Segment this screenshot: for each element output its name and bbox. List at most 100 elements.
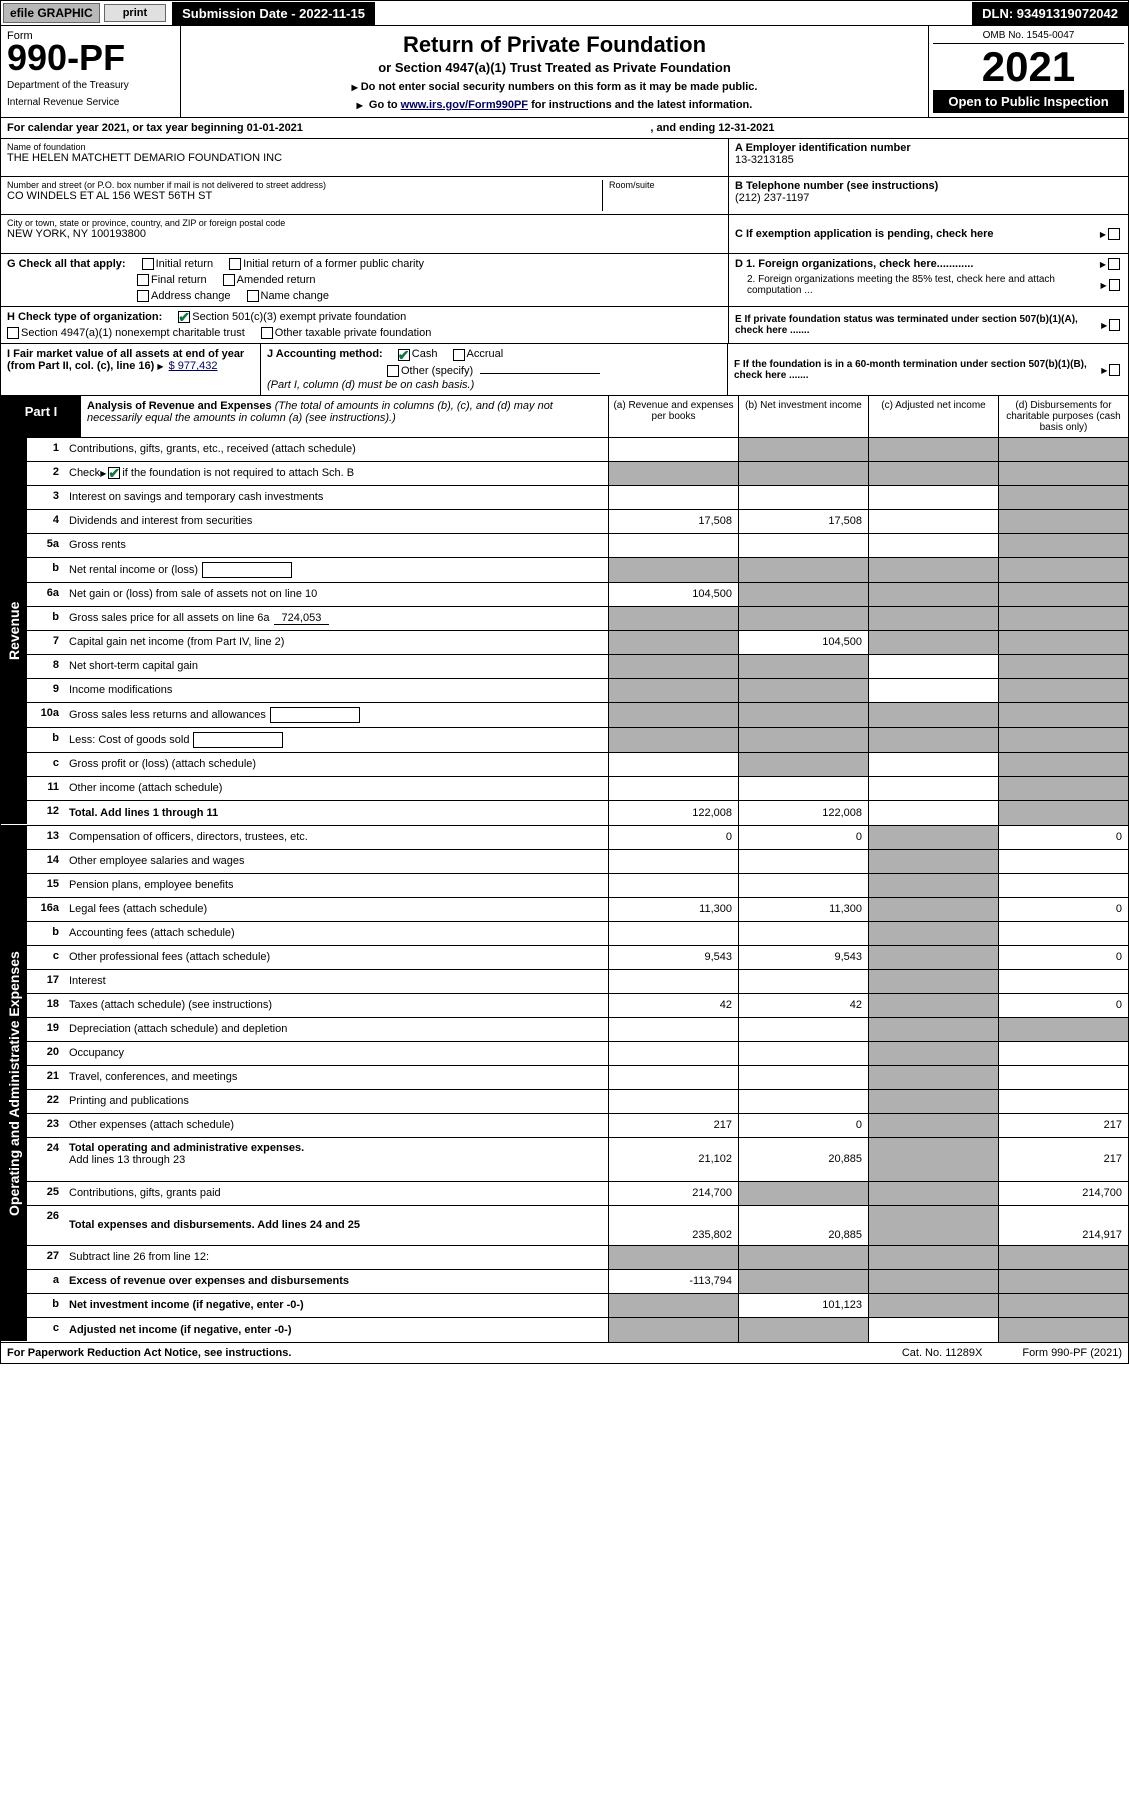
cell-a — [608, 922, 738, 945]
cell-a — [608, 874, 738, 897]
cell-b — [738, 1270, 868, 1293]
cell-b — [738, 777, 868, 800]
cell-d — [998, 1090, 1128, 1113]
cell-b: 20,885 — [738, 1138, 868, 1181]
cell-d — [998, 462, 1128, 485]
r5b-box — [202, 562, 292, 578]
row-num: 27 — [27, 1246, 63, 1269]
row-26: 26 Total expenses and disbursements. Add… — [27, 1206, 1128, 1246]
cell-b — [738, 1042, 868, 1065]
cell-c — [868, 583, 998, 606]
row-5b: b Net rental income or (loss) — [27, 558, 1128, 583]
cell-c — [868, 898, 998, 921]
row-num: b — [27, 607, 63, 630]
i-j-f-row: I Fair market value of all assets at end… — [0, 344, 1129, 395]
d2-label: 2. Foreign organizations meeting the 85%… — [735, 274, 1100, 296]
cell-b — [738, 655, 868, 678]
fmv-value[interactable]: $ 977,432 — [169, 360, 218, 372]
h-4947-checkbox[interactable] — [7, 327, 19, 339]
row-desc: Capital gain net income (from Part IV, l… — [63, 631, 608, 654]
h-other-checkbox[interactable] — [261, 327, 273, 339]
cell-a — [608, 753, 738, 776]
cell-b: 0 — [738, 826, 868, 849]
cell-d — [998, 970, 1128, 993]
cell-d — [998, 534, 1128, 557]
j-other-checkbox[interactable] — [387, 365, 399, 377]
cell-d — [998, 583, 1128, 606]
form-header: Form 990-PF Department of the Treasury I… — [0, 26, 1129, 118]
print-button[interactable]: print — [104, 4, 166, 22]
r6b-box: 724,053 — [274, 612, 330, 625]
g-final: Final return — [151, 274, 207, 286]
cell-b — [738, 753, 868, 776]
cell-b — [738, 679, 868, 702]
i-section: I Fair market value of all assets at end… — [1, 344, 261, 394]
row-num: 18 — [27, 994, 63, 1017]
d2-checkbox[interactable] — [1109, 279, 1120, 291]
row-18: 18 Taxes (attach schedule) (see instruct… — [27, 994, 1128, 1018]
f-checkbox[interactable] — [1109, 364, 1120, 376]
cell-c — [868, 462, 998, 485]
g-initial-former-checkbox[interactable] — [229, 258, 241, 270]
footer-right: Form 990-PF (2021) — [1022, 1347, 1122, 1359]
d1-checkbox[interactable] — [1108, 258, 1120, 270]
phone-value: (212) 237-1197 — [735, 192, 1122, 204]
cell-d — [998, 1294, 1128, 1317]
g-section: G Check all that apply: Initial return I… — [1, 254, 728, 306]
g-amended-checkbox[interactable] — [223, 274, 235, 286]
r10b-desc: Less: Cost of goods sold — [69, 734, 189, 746]
r24-line2: Add lines 13 through 23 — [69, 1154, 602, 1166]
cell-c — [868, 1018, 998, 1041]
h-501c3: Section 501(c)(3) exempt private foundat… — [192, 311, 406, 323]
f-section: F If the foundation is in a 60-month ter… — [728, 344, 1128, 394]
r5b-desc: Net rental income or (loss) — [69, 564, 198, 576]
cell-c — [868, 1042, 998, 1065]
tax-year: 2021 — [933, 46, 1124, 88]
col-c-header: (c) Adjusted net income — [868, 396, 998, 437]
row-num: 26 — [27, 1206, 63, 1245]
cell-d — [998, 703, 1128, 727]
cell-d: 0 — [998, 946, 1128, 969]
cell-d — [998, 655, 1128, 678]
g-name-checkbox[interactable] — [247, 290, 259, 302]
cell-b: 11,300 — [738, 898, 868, 921]
cell-d — [998, 1018, 1128, 1041]
r10b-box — [193, 732, 283, 748]
row-num: 24 — [27, 1138, 63, 1181]
d1-label: D 1. Foreign organizations, check here..… — [735, 258, 973, 270]
row-desc: Total expenses and disbursements. Add li… — [63, 1206, 608, 1245]
j-accrual-checkbox[interactable] — [453, 349, 465, 361]
r2-checkbox[interactable] — [108, 467, 120, 479]
row-num: 13 — [27, 826, 63, 849]
cell-a: 17,508 — [608, 510, 738, 533]
h-501c3-checkbox[interactable] — [178, 311, 190, 323]
exemption-row: C If exemption application is pending, c… — [729, 215, 1128, 253]
g-initial-checkbox[interactable] — [142, 258, 154, 270]
row-desc: Check if the foundation is not required … — [63, 462, 608, 485]
row-27a: a Excess of revenue over expenses and di… — [27, 1270, 1128, 1294]
entity-city-row: City or town, state or province, country… — [1, 215, 728, 253]
j-cash-checkbox[interactable] — [398, 349, 410, 361]
cell-d: 214,917 — [998, 1206, 1128, 1245]
cell-a — [608, 679, 738, 702]
row-num: 17 — [27, 970, 63, 993]
row-16a: 16a Legal fees (attach schedule) 11,300 … — [27, 898, 1128, 922]
irs-link[interactable]: www.irs.gov/Form990PF — [401, 99, 528, 111]
row-num: 16a — [27, 898, 63, 921]
g-address-checkbox[interactable] — [137, 290, 149, 302]
row-num: 8 — [27, 655, 63, 678]
e-checkbox[interactable] — [1109, 319, 1120, 331]
efile-button[interactable]: efile GRAPHIC — [3, 3, 100, 23]
row-desc: Income modifications — [63, 679, 608, 702]
g-final-checkbox[interactable] — [137, 274, 149, 286]
cell-a: 214,700 — [608, 1182, 738, 1205]
cell-b: 101,123 — [738, 1294, 868, 1317]
form-title: Return of Private Foundation — [187, 32, 922, 58]
row-desc: Accounting fees (attach schedule) — [63, 922, 608, 945]
cell-a — [608, 486, 738, 509]
exemption-checkbox[interactable] — [1108, 228, 1120, 240]
revenue-section: Revenue 1 Contributions, gifts, grants, … — [0, 438, 1129, 826]
row-desc: Taxes (attach schedule) (see instruction… — [63, 994, 608, 1017]
row-num: 11 — [27, 777, 63, 800]
cell-a: 217 — [608, 1114, 738, 1137]
